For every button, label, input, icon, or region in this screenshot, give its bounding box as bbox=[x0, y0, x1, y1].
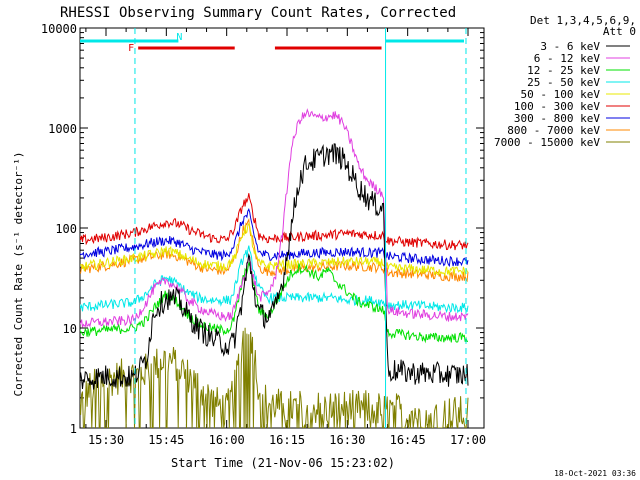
y-tick-label: 10 bbox=[63, 322, 77, 336]
legend-entry-label: 7000 - 15000 keV bbox=[494, 136, 600, 149]
series-line bbox=[80, 262, 468, 344]
legend-entry-label: 800 - 7000 keV bbox=[507, 124, 600, 137]
plot-area: 1 10 100 1000 10000 15:30 15:45 16:00 16:15 16:30… bbox=[41, 22, 486, 447]
night-bar-label: N bbox=[176, 32, 182, 43]
x-tick-label: 16:45 bbox=[390, 433, 426, 447]
series-line bbox=[80, 193, 469, 251]
x-tick-label: 15:45 bbox=[148, 433, 184, 447]
legend-entry-label: 100 - 300 keV bbox=[514, 100, 600, 113]
y-axis-label: Corrected Count Rate (s⁻¹ detector⁻¹) bbox=[12, 151, 25, 396]
legend-entry-label: 50 - 100 keV bbox=[521, 88, 601, 101]
y-tick-label: 1 bbox=[70, 422, 77, 436]
chart-title: RHESSI Observing Summary Count Rates, Co… bbox=[60, 5, 456, 21]
x-tick-label: 17:00 bbox=[450, 433, 486, 447]
legend-entry-label: 3 - 6 keV bbox=[540, 40, 600, 53]
series-line bbox=[80, 208, 469, 267]
legend-entry-label: 12 - 25 keV bbox=[527, 64, 600, 77]
legend-entry-label: 300 - 800 keV bbox=[514, 112, 600, 125]
series-line bbox=[80, 222, 469, 277]
x-tick-label: 15:30 bbox=[88, 433, 124, 447]
y-tick-label: 10000 bbox=[41, 22, 77, 36]
legend-entry-label: 6 - 12 keV bbox=[534, 52, 601, 65]
timestamp-footer: 18-Oct-2021 03:36 bbox=[554, 469, 636, 478]
x-tick-label: 16:00 bbox=[209, 433, 245, 447]
series-line bbox=[80, 327, 469, 428]
series-line bbox=[80, 143, 469, 390]
y-tick-label: 100 bbox=[55, 222, 77, 236]
y-tick-label: 1000 bbox=[48, 122, 77, 136]
legend-entry-label: 25 - 50 keV bbox=[527, 76, 600, 89]
series-line bbox=[80, 108, 469, 328]
flare-bar-label: F bbox=[128, 43, 134, 54]
x-tick-label: 16:30 bbox=[329, 433, 365, 447]
x-axis-label: Start Time (21-Nov-06 15:23:02) bbox=[171, 456, 395, 470]
x-tick-label: 16:15 bbox=[269, 433, 305, 447]
legend-header: Att 0 bbox=[603, 25, 636, 38]
legend-header: Det 1,3,4,5,6,9, bbox=[530, 14, 636, 27]
